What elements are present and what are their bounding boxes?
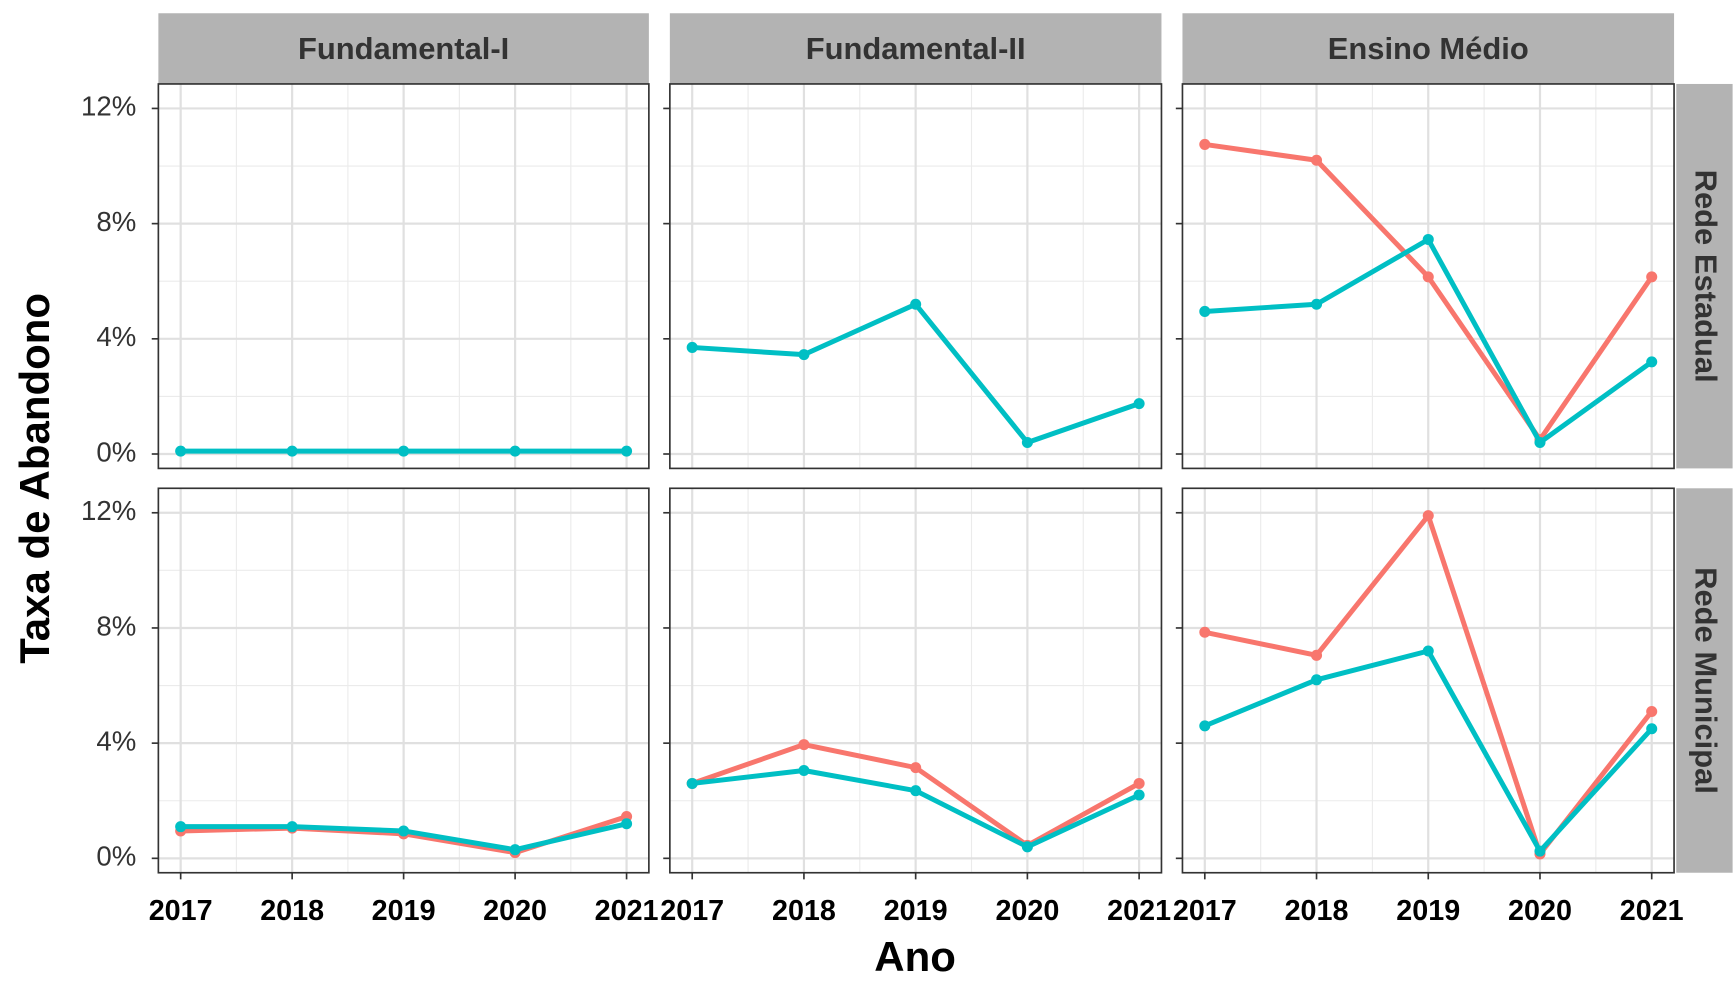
point <box>1199 305 1211 317</box>
point <box>1646 271 1658 283</box>
x-tick-label: 2018 <box>772 895 836 927</box>
x-tick-label: 2021 <box>1107 895 1171 927</box>
strip <box>1676 488 1733 873</box>
x-tick-label: 2018 <box>1285 895 1349 927</box>
point <box>1133 777 1145 789</box>
point <box>1199 720 1211 732</box>
point <box>1422 233 1434 245</box>
point <box>910 762 922 774</box>
point <box>1311 154 1323 166</box>
panel-border <box>669 83 1163 470</box>
point <box>1021 841 1033 853</box>
panel-border <box>1181 487 1675 874</box>
point <box>910 785 922 797</box>
panel-border <box>157 83 650 470</box>
x-tick-label: 2021 <box>1620 895 1684 927</box>
x-tick-label: 2017 <box>1173 895 1237 927</box>
point <box>1422 510 1434 522</box>
panel-border <box>1181 83 1675 470</box>
column-label: Fundamental-I <box>298 31 509 66</box>
column-label: Fundamental-II <box>806 31 1026 66</box>
point <box>1133 789 1145 801</box>
point <box>509 445 521 457</box>
strip <box>1182 13 1675 84</box>
point <box>1311 649 1323 661</box>
strip <box>1676 83 1733 469</box>
x-tick-label: 2021 <box>595 895 659 927</box>
point <box>1133 398 1145 410</box>
point <box>509 844 521 856</box>
panel-border <box>669 487 1163 874</box>
point <box>1534 436 1546 449</box>
point <box>621 445 633 457</box>
y-tick-label: 4% <box>96 321 136 352</box>
point <box>286 821 298 833</box>
point <box>798 739 810 751</box>
strip <box>669 13 1162 84</box>
y-tick-label: 4% <box>96 725 136 756</box>
point <box>1534 845 1546 857</box>
y-tick-label: 8% <box>96 206 136 237</box>
point <box>286 445 298 457</box>
x-tick-label: 2018 <box>260 895 324 927</box>
point <box>175 445 187 457</box>
point <box>798 764 810 777</box>
y-tick-label: 0% <box>96 436 136 467</box>
strip <box>158 13 649 84</box>
point <box>1646 356 1658 368</box>
point <box>1021 436 1033 449</box>
point <box>175 821 187 833</box>
column-label: Ensino Médio <box>1328 31 1529 66</box>
point <box>1646 705 1658 717</box>
point <box>798 349 810 361</box>
x-tick-label: 2019 <box>372 895 436 927</box>
point <box>910 298 922 310</box>
point <box>1199 138 1211 150</box>
point <box>1311 674 1323 686</box>
x-tick-label: 2020 <box>1508 895 1572 927</box>
point <box>621 818 633 830</box>
point <box>1199 626 1211 638</box>
x-axis-label: Ano <box>874 933 956 980</box>
y-tick-label: 12% <box>81 495 136 526</box>
x-tick-label: 2019 <box>1396 895 1460 927</box>
point <box>1422 645 1434 657</box>
point <box>398 825 410 837</box>
y-axis-label: Taxa de Abandono <box>11 293 58 664</box>
point <box>1646 723 1658 735</box>
row-label: Rede Estadual <box>1689 170 1724 383</box>
x-tick-label: 2017 <box>660 895 724 927</box>
point <box>686 341 698 353</box>
y-tick-label: 8% <box>96 610 136 641</box>
x-tick-label: 2017 <box>149 895 213 927</box>
row-label: Rede Municipal <box>1689 567 1724 794</box>
x-tick-label: 2020 <box>483 895 547 927</box>
point <box>1422 271 1434 283</box>
panel-border <box>157 487 650 874</box>
point <box>1311 298 1323 310</box>
x-tick-label: 2020 <box>995 895 1059 927</box>
point <box>686 777 698 789</box>
y-tick-label: 12% <box>81 91 136 122</box>
y-tick-label: 0% <box>96 841 136 872</box>
x-tick-label: 2019 <box>884 895 948 927</box>
point <box>398 445 410 457</box>
